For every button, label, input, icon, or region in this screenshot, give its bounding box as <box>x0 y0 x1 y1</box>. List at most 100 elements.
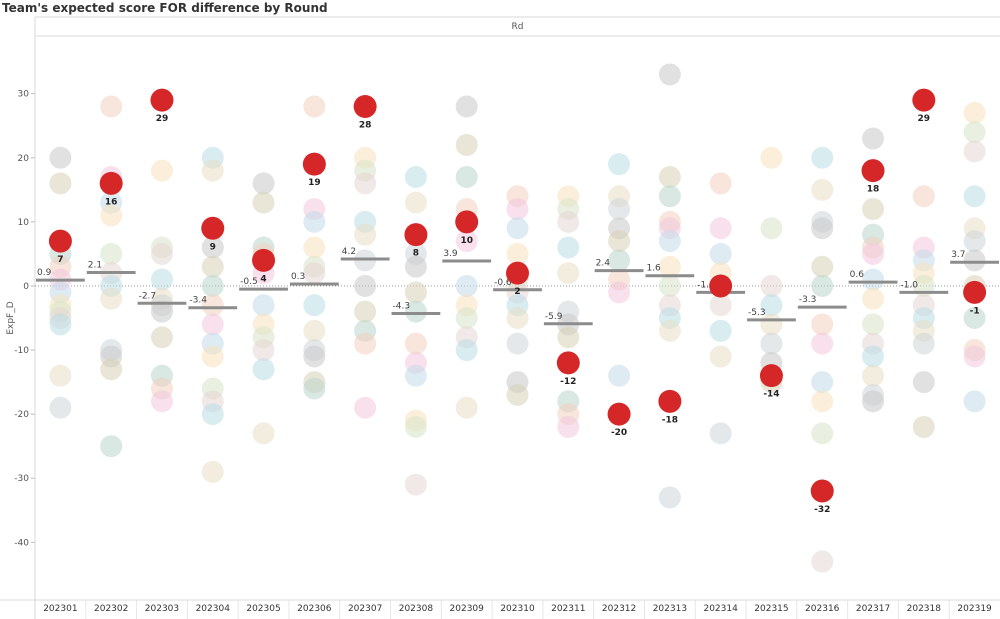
team-point <box>404 166 427 188</box>
team-point <box>862 345 885 368</box>
average-label: 2.4 <box>596 259 611 269</box>
team-point <box>303 95 326 118</box>
highlighted-team-point <box>658 389 682 413</box>
team-point <box>862 127 885 150</box>
team-point <box>252 191 275 214</box>
team-point <box>811 255 834 278</box>
team-point <box>354 223 377 246</box>
team-point <box>201 255 224 278</box>
team-point <box>658 274 681 297</box>
team-point <box>100 358 123 381</box>
team-point <box>201 460 224 483</box>
highlighted-team-point <box>455 210 479 234</box>
team-point <box>506 383 529 406</box>
team-point <box>811 332 834 355</box>
team-point <box>49 396 72 419</box>
highlighted-team-point <box>252 248 276 272</box>
team-point <box>201 236 224 259</box>
team-point <box>201 294 224 317</box>
x-category-label: 202313 <box>653 604 687 614</box>
y-tick-label: -10 <box>14 346 29 356</box>
team-point <box>100 287 123 310</box>
x-category-label: 202306 <box>297 604 332 614</box>
team-point <box>404 415 427 438</box>
team-point <box>912 415 935 438</box>
highlighted-team-point <box>963 280 987 304</box>
team-point <box>709 217 732 240</box>
team-point <box>963 230 986 253</box>
average-label: -2.7 <box>139 291 157 301</box>
team-point <box>100 242 123 265</box>
highlighted-value-label: 19 <box>308 178 321 188</box>
average-label: 3.7 <box>951 250 965 260</box>
highlighted-team-point <box>506 261 529 285</box>
team-point <box>963 140 986 163</box>
x-category-label: 202315 <box>754 604 788 614</box>
highlighted-value-label: -1 <box>970 306 980 316</box>
highlighted-value-label: 8 <box>413 249 419 259</box>
team-point <box>557 262 580 285</box>
team-point <box>912 371 935 394</box>
team-point <box>404 364 427 387</box>
chart-title: Team's expected score FOR difference by … <box>2 1 328 15</box>
team-point <box>658 230 681 253</box>
team-point <box>506 198 529 221</box>
team-point <box>862 268 885 291</box>
team-point <box>455 274 478 297</box>
y-tick-label: -40 <box>14 538 29 548</box>
y-tick-label: 10 <box>18 218 30 228</box>
team-point <box>49 364 72 387</box>
team-point <box>658 319 681 342</box>
x-category-label: 202319 <box>957 604 992 614</box>
highlighted-value-label: 7 <box>57 255 63 265</box>
average-label: 1.6 <box>646 264 661 274</box>
team-point <box>658 486 681 509</box>
average-label: -5.3 <box>748 308 766 318</box>
team-point <box>201 159 224 182</box>
team-point <box>862 287 885 310</box>
team-point <box>862 313 885 336</box>
team-point <box>557 236 580 259</box>
highlighted-value-label: 2 <box>514 287 520 297</box>
team-point <box>658 185 681 208</box>
team-point <box>912 185 935 208</box>
highlighted-value-label: -32 <box>814 505 830 515</box>
y-tick-label: 20 <box>18 154 30 164</box>
highlighted-team-point <box>404 223 428 247</box>
x-category-label: 202318 <box>907 604 942 614</box>
average-label: -3.4 <box>189 296 207 306</box>
team-point <box>49 172 72 195</box>
x-category-label: 202304 <box>196 604 231 614</box>
team-point <box>49 313 72 336</box>
team-point <box>811 371 834 394</box>
team-point <box>150 326 173 349</box>
team-point <box>455 230 478 253</box>
average-label: -4.3 <box>393 302 411 312</box>
team-point <box>760 274 783 297</box>
highlighted-value-label: 9 <box>210 242 216 252</box>
team-point <box>608 153 631 176</box>
average-label: 0.9 <box>37 268 52 278</box>
highlighted-value-label: -20 <box>611 428 627 438</box>
highlighted-team-point <box>353 95 377 118</box>
team-point <box>150 268 173 291</box>
team-point <box>455 95 478 118</box>
average-label: 3.9 <box>443 249 458 259</box>
team-point <box>811 146 834 169</box>
team-point <box>252 172 275 195</box>
team-point <box>455 339 478 362</box>
x-category-label: 202303 <box>145 604 179 614</box>
highlighted-team-point <box>99 171 123 195</box>
team-point <box>404 300 427 323</box>
highlighted-team-point <box>201 216 225 240</box>
team-point <box>201 345 224 368</box>
team-point <box>811 390 834 413</box>
highlighted-team-point <box>810 479 834 503</box>
highlighted-team-point <box>912 88 936 112</box>
team-point <box>252 294 275 317</box>
team-point <box>100 204 123 227</box>
team-point <box>709 319 732 342</box>
team-point <box>506 332 529 355</box>
x-category-label: 202311 <box>551 604 585 614</box>
